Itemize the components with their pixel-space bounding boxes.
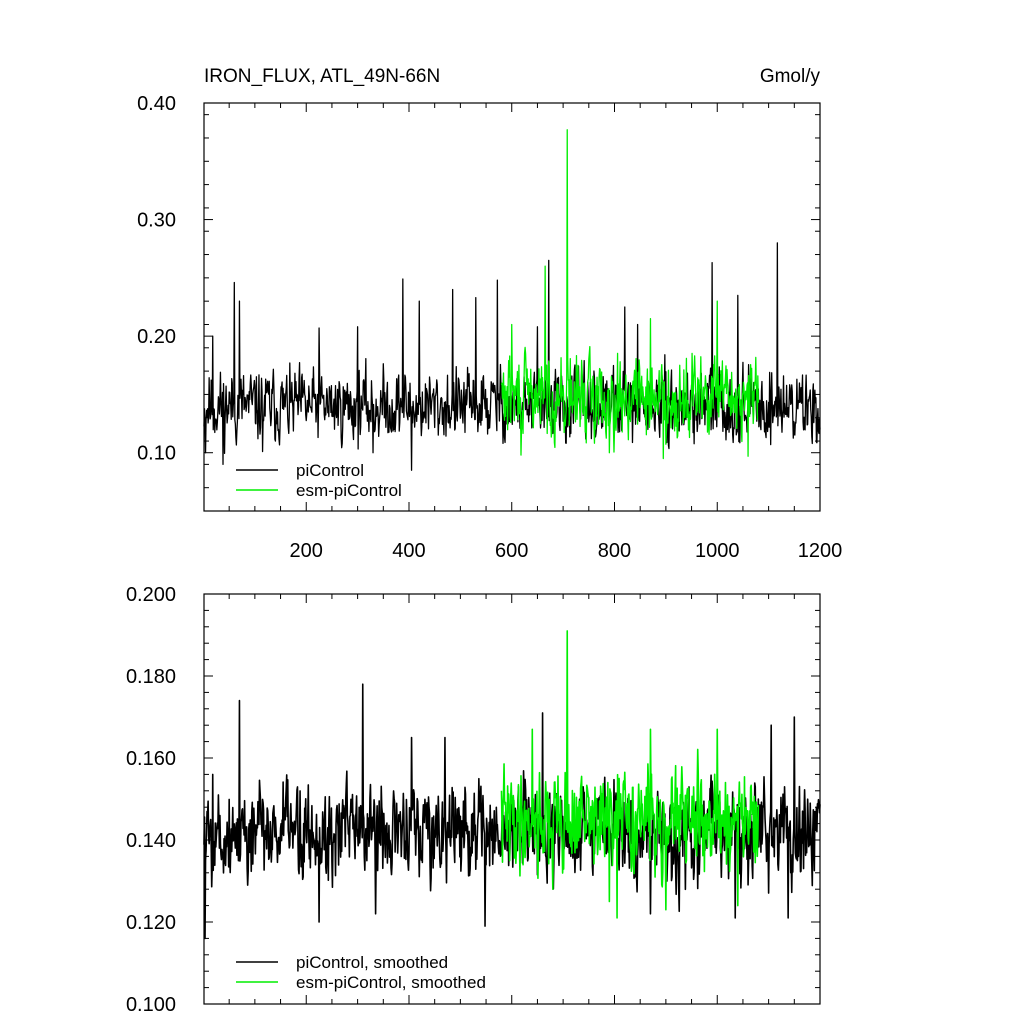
y-tick-label: 0.200 bbox=[126, 584, 176, 606]
top-panel-units: Gmol/y bbox=[760, 66, 821, 87]
x-tick-label: 800 bbox=[598, 540, 631, 562]
legend-label-picontrol: piControl bbox=[296, 461, 364, 480]
x-tick-label: 1000 bbox=[695, 540, 740, 562]
top-panel: IRON_FLUX, ATL_49N-66N Gmol/y 200 400 600 8… bbox=[137, 66, 842, 562]
bottom-panel: 0.100 0.120 0.140 0.160 0.180 0.200 piControl… bbox=[126, 584, 821, 1016]
bottom-panel-ticks: 0.100 0.120 0.140 0.160 0.180 0.200 bbox=[126, 584, 821, 1016]
x-tick-label: 600 bbox=[495, 540, 528, 562]
y-tick-label: 0.40 bbox=[137, 93, 176, 115]
legend-label-esm-picontrol-smoothed: esm-piControl, smoothed bbox=[296, 973, 486, 992]
series-line-esm-picontrol bbox=[500, 129, 759, 460]
y-tick-label: 0.30 bbox=[137, 210, 176, 232]
top-panel-title: IRON_FLUX, ATL_49N-66N bbox=[204, 66, 440, 87]
x-tick-label: 400 bbox=[392, 540, 425, 562]
top-panel-ticks: 200 400 600 800 1000 1200 0.10 0.20 0.30 0.40 bbox=[137, 93, 842, 562]
legend-label-picontrol-smoothed: piControl, smoothed bbox=[296, 953, 448, 972]
legend-label-esm-picontrol: esm-piControl bbox=[296, 481, 402, 500]
y-tick-label: 0.100 bbox=[126, 994, 176, 1016]
y-tick-label: 0.120 bbox=[126, 912, 176, 934]
bottom-panel-series bbox=[203, 630, 821, 940]
bottom-panel-legend: piControl, smoothed esm-piControl, smoot… bbox=[236, 953, 486, 992]
series-line-esm-picontrol-smoothed bbox=[500, 630, 760, 919]
top-panel-series bbox=[203, 129, 821, 471]
y-tick-label: 0.180 bbox=[126, 666, 176, 688]
x-tick-label: 1200 bbox=[798, 540, 843, 562]
x-tick-label: 200 bbox=[290, 540, 323, 562]
top-panel-legend: piControl esm-piControl bbox=[236, 461, 402, 500]
y-tick-label: 0.140 bbox=[126, 830, 176, 852]
y-tick-label: 0.20 bbox=[137, 326, 176, 348]
y-tick-label: 0.160 bbox=[126, 748, 176, 770]
y-tick-label: 0.10 bbox=[137, 443, 176, 465]
